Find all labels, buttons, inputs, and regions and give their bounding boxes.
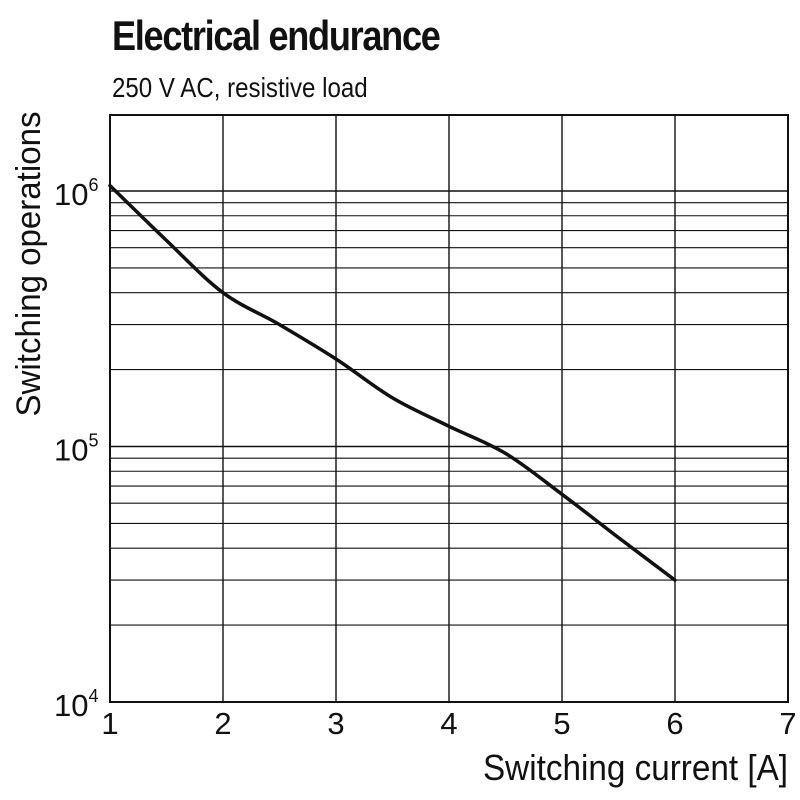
plot-frame bbox=[109, 114, 789, 703]
x-tick-label: 1 bbox=[101, 706, 118, 741]
chart-subtitle: 250 V AC, resistive load bbox=[112, 72, 368, 103]
y-tick-label: 105 bbox=[54, 431, 99, 468]
x-tick-label: 7 bbox=[779, 706, 796, 741]
y-axis-label: Switching operations bbox=[10, 112, 48, 417]
y-tick-label: 104 bbox=[54, 686, 99, 723]
chart-title: Electrical endurance bbox=[112, 12, 441, 59]
tick-labels: 1 2 3 4 5 6 7 104 105 106 bbox=[54, 175, 797, 741]
grid bbox=[110, 115, 788, 702]
x-tick-label: 4 bbox=[440, 706, 457, 741]
x-tick-label: 5 bbox=[553, 706, 570, 741]
x-axis-label: Switching current [A] bbox=[483, 747, 788, 788]
series-layer bbox=[108, 183, 677, 582]
series-line bbox=[108, 183, 677, 582]
x-tick-label: 3 bbox=[327, 706, 344, 741]
y-tick-label: 106 bbox=[54, 175, 99, 212]
x-tick-label: 2 bbox=[214, 706, 231, 741]
x-tick-label: 6 bbox=[666, 706, 683, 741]
